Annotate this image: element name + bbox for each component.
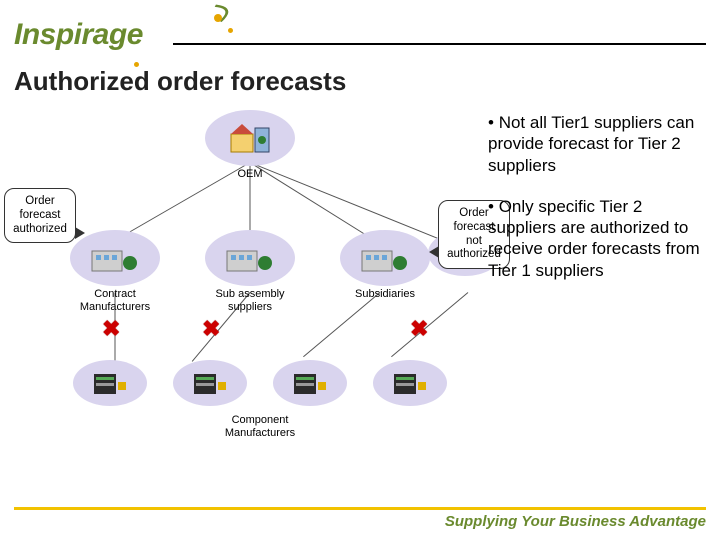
- cross-icon: ✖: [102, 316, 120, 342]
- header-divider: [173, 43, 706, 45]
- tier2-node: [270, 360, 350, 406]
- logo: Inspirage: [14, 18, 143, 52]
- node-label: Sub assembly suppliers: [205, 288, 295, 313]
- header: Inspirage: [0, 0, 720, 64]
- page-title: Authorized order forecasts: [14, 66, 346, 97]
- logo-dot-icon: [228, 28, 233, 33]
- connector: [391, 292, 468, 357]
- node-label: Contract Manufacturers: [70, 288, 160, 313]
- callout-authorized: Order forecast authorized: [4, 188, 76, 243]
- server-icon: [90, 368, 130, 398]
- cross-icon: ✖: [202, 316, 220, 342]
- server-icon: [390, 368, 430, 398]
- bullet-item: • Only specific Tier 2 suppliers are aut…: [488, 196, 706, 281]
- server-icon: [290, 368, 330, 398]
- node-label: Subsidiaries: [340, 288, 430, 301]
- tier1-node: Subsidiaries: [340, 230, 430, 301]
- callout-text: Order forecast authorized: [13, 195, 67, 235]
- tier2-node: [370, 360, 450, 406]
- server-icon: [190, 368, 230, 398]
- connector: [303, 292, 380, 357]
- footer-tagline: Supplying Your Business Advantage: [445, 513, 706, 530]
- bullet-list: • Not all Tier1 suppliers can provide fo…: [488, 112, 706, 301]
- tier1-node: Contract Manufacturers: [70, 230, 160, 313]
- node-label: OEM: [205, 168, 295, 181]
- tier2-group-label: Component Manufacturers: [200, 414, 320, 439]
- factory-icon: [227, 120, 273, 156]
- building-icon: [360, 241, 410, 275]
- tier2-node: [70, 360, 150, 406]
- tier2-node: [170, 360, 250, 406]
- supply-chain-diagram: OEM Contract Manufacturers Sub assembly …: [10, 110, 490, 480]
- footer: Supplying Your Business Advantage: [14, 507, 706, 530]
- logo-dot-icon: [214, 14, 222, 22]
- oem-node: OEM: [205, 110, 295, 181]
- tier1-node: Sub assembly suppliers: [205, 230, 295, 313]
- building-icon: [225, 241, 275, 275]
- logo-text: Inspirage: [14, 18, 143, 52]
- bullet-item: • Not all Tier1 suppliers can provide fo…: [488, 112, 706, 176]
- cross-icon: ✖: [410, 316, 428, 342]
- building-icon: [90, 241, 140, 275]
